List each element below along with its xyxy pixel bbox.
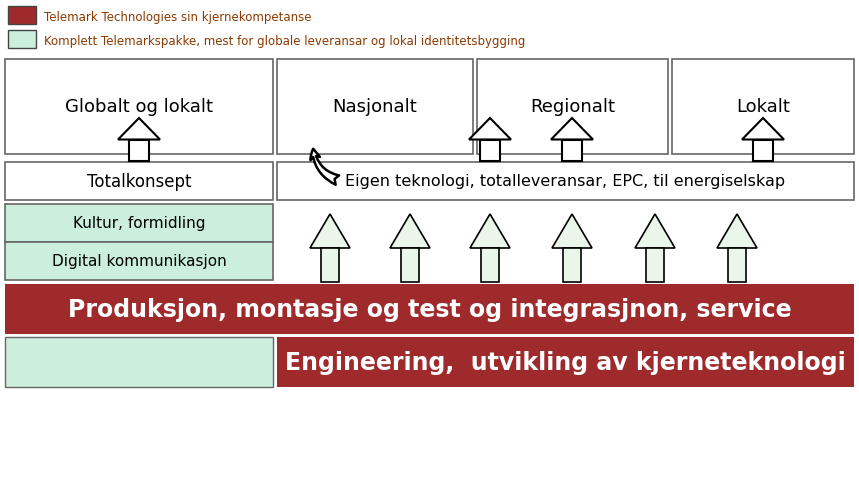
Polygon shape	[552, 214, 592, 248]
Text: Nasjonalt: Nasjonalt	[332, 98, 417, 116]
Bar	[5, 60, 273, 155]
Text: Regionalt: Regionalt	[530, 98, 615, 116]
Bar	[5, 205, 273, 242]
Polygon shape	[717, 214, 757, 248]
Bar	[129, 140, 149, 162]
Bar	[277, 60, 473, 155]
Bar	[8, 31, 36, 49]
Bar	[477, 60, 668, 155]
Bar	[480, 140, 500, 162]
Text: Kultur, formidling: Kultur, formidling	[73, 216, 205, 231]
Text: Digital kommunikasjon: Digital kommunikasjon	[52, 254, 227, 269]
Bar	[401, 248, 419, 283]
Bar	[5, 242, 273, 280]
Text: Engineering,  utvikling av kjerneteknologi: Engineering, utvikling av kjerneteknolog…	[285, 350, 846, 374]
Bar	[5, 337, 273, 387]
Text: Komplett Telemarkspakke, mest for globale leveransar og lokal identitetsbygging: Komplett Telemarkspakke, mest for global…	[44, 34, 526, 47]
Text: Lokalt: Lokalt	[736, 98, 790, 116]
Polygon shape	[635, 214, 675, 248]
Bar	[5, 285, 854, 334]
Bar	[563, 248, 581, 283]
Bar	[753, 140, 773, 162]
Polygon shape	[742, 119, 784, 140]
Text: Produksjon, montasje og test og integrasjnon, service: Produksjon, montasje og test og integras…	[68, 297, 791, 321]
Bar	[481, 248, 499, 283]
Polygon shape	[118, 119, 160, 140]
Polygon shape	[310, 214, 350, 248]
Text: Eigen teknologi, totalleveransar, EPC, til energiselskap: Eigen teknologi, totalleveransar, EPC, t…	[345, 174, 786, 189]
Bar	[321, 248, 339, 283]
Bar	[277, 163, 854, 200]
Bar	[728, 248, 746, 283]
Polygon shape	[390, 214, 430, 248]
Bar	[562, 140, 582, 162]
Text: Totalkonsept: Totalkonsept	[87, 173, 192, 191]
Polygon shape	[469, 119, 511, 140]
Polygon shape	[470, 214, 510, 248]
Bar	[5, 163, 273, 200]
Text: Telemark Technologies sin kjernekompetanse: Telemark Technologies sin kjernekompetan…	[44, 11, 312, 23]
Text: Globalt og lokalt: Globalt og lokalt	[65, 98, 213, 116]
Bar	[672, 60, 854, 155]
Bar	[8, 7, 36, 25]
Bar	[646, 248, 664, 283]
Polygon shape	[551, 119, 593, 140]
Bar	[277, 337, 854, 387]
